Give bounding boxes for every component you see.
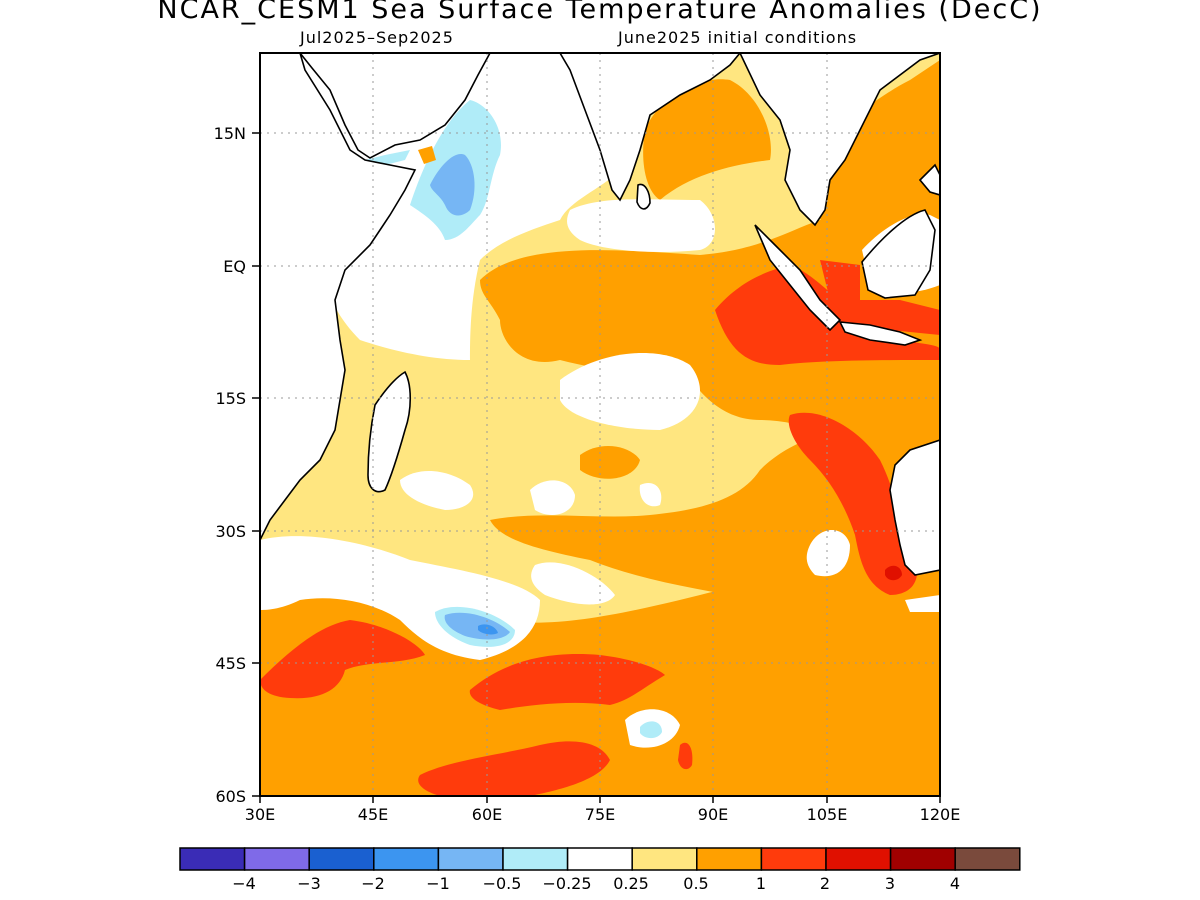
colorbar-label: −0.25 [542, 874, 591, 893]
anomaly-blue-southwest [478, 624, 498, 635]
lat-label: EQ [223, 257, 246, 276]
colorbar-swatch [825, 847, 892, 871]
colorbar-swatch [760, 847, 827, 871]
lon-label: 45E [358, 805, 388, 824]
lat-label: 60S [215, 787, 246, 806]
gridlines [260, 53, 940, 796]
java-coastline [838, 321, 923, 346]
anomaly-red-south-central [418, 741, 610, 796]
anomaly-cyan-south [640, 721, 662, 739]
colorbar-label: 0.5 [683, 874, 708, 893]
colorbar-label: −0.5 [483, 874, 522, 893]
anomaly-red-small [678, 742, 693, 770]
colorbar-label: 4 [950, 874, 960, 893]
arafura-island-coastline [918, 163, 940, 196]
colorbar-label: 2 [820, 874, 830, 893]
anomaly-white-center-blob-3 [531, 562, 615, 605]
africa-arabia-coastline [260, 53, 491, 541]
borneo-coastline [861, 209, 936, 299]
colorbar-label: −4 [232, 874, 256, 893]
season-subtitle: Jul2025–Sep2025 [300, 28, 454, 47]
anomaly-white-bengal [567, 199, 715, 252]
lon-label: 30E [245, 805, 275, 824]
anomaly-white-center-blob-2 [639, 482, 662, 507]
colorbar-swatch [243, 847, 310, 871]
colorbar-labels: −4 −3 −2 −1 −0.5 −0.25 0.25 0.5 1 2 3 4 [232, 874, 960, 893]
colorbar-swatch [437, 847, 504, 871]
anomaly-orange-aden [418, 146, 436, 164]
colorbar-label: −1 [426, 874, 450, 893]
longitude-labels: 30E 45E 60E 75E 90E 105E 120E [245, 805, 961, 824]
anomaly-white-se-blob [905, 595, 940, 612]
colorbar-label: 3 [885, 874, 895, 893]
colorbar-label: 1 [756, 874, 766, 893]
anomaly-white-central [560, 353, 700, 430]
colorbar-swatch [954, 847, 1021, 871]
colorbar [179, 847, 1021, 871]
anomaly-orange-scs [790, 60, 940, 260]
southeast-asia-coastline [739, 53, 940, 227]
axis-ticks [252, 132, 941, 803]
anomaly-lightblue-arabian [430, 154, 475, 216]
colorbar-swatch [373, 847, 440, 871]
anomaly-red-southwest [260, 620, 425, 699]
colorbar-swatch [502, 847, 569, 871]
lon-label: 60E [472, 805, 502, 824]
sri-lanka-coastline [636, 183, 651, 210]
lat-label: 15S [215, 389, 246, 408]
anomaly-white-madagascar-east [400, 470, 474, 510]
lat-label: 45S [215, 654, 246, 673]
anomaly-cyan-gulf-aden [365, 150, 410, 165]
lon-label: 90E [698, 805, 728, 824]
colorbar-swatch [179, 847, 246, 871]
anomaly-red-australia-west [788, 412, 918, 595]
colorbar-swatch [631, 847, 698, 871]
colorbar-swatch [696, 847, 763, 871]
australia-coastline [889, 439, 940, 576]
colorbar-swatch [308, 847, 375, 871]
lon-label: 105E [807, 805, 848, 824]
colorbar-label: −2 [361, 874, 385, 893]
sumatra-coastline [754, 224, 842, 332]
latitude-labels: 15N EQ 15S 30S 45S 60S [214, 124, 246, 806]
anomaly-orange-patch-central [580, 445, 640, 479]
anomaly-red-kerguelen [469, 654, 665, 710]
lon-label: 75E [585, 805, 615, 824]
anomaly-darkred-shark-bay [885, 565, 902, 581]
india-coastline [559, 53, 742, 202]
lat-label: 30S [215, 522, 246, 541]
colorbar-swatch [889, 847, 956, 871]
anomaly-red-java [820, 260, 940, 335]
initial-conditions-subtitle: June2025 initial conditions [618, 28, 858, 47]
madagascar-coastline [367, 370, 412, 493]
land-areas [260, 53, 940, 576]
lon-label: 120E [920, 805, 961, 824]
map-title: NCAR_CESM1 Sea Surface Temperature Anoma… [157, 0, 1043, 25]
colorbar-label: −3 [297, 874, 321, 893]
anomaly-white-center-blob-1 [530, 480, 575, 515]
lat-label: 15N [214, 124, 246, 143]
anomaly-orange-bengal [643, 79, 771, 200]
anomaly-white-australia-west [806, 530, 850, 577]
colorbar-label: 0.25 [613, 874, 649, 893]
colorbar-swatch [566, 847, 633, 871]
